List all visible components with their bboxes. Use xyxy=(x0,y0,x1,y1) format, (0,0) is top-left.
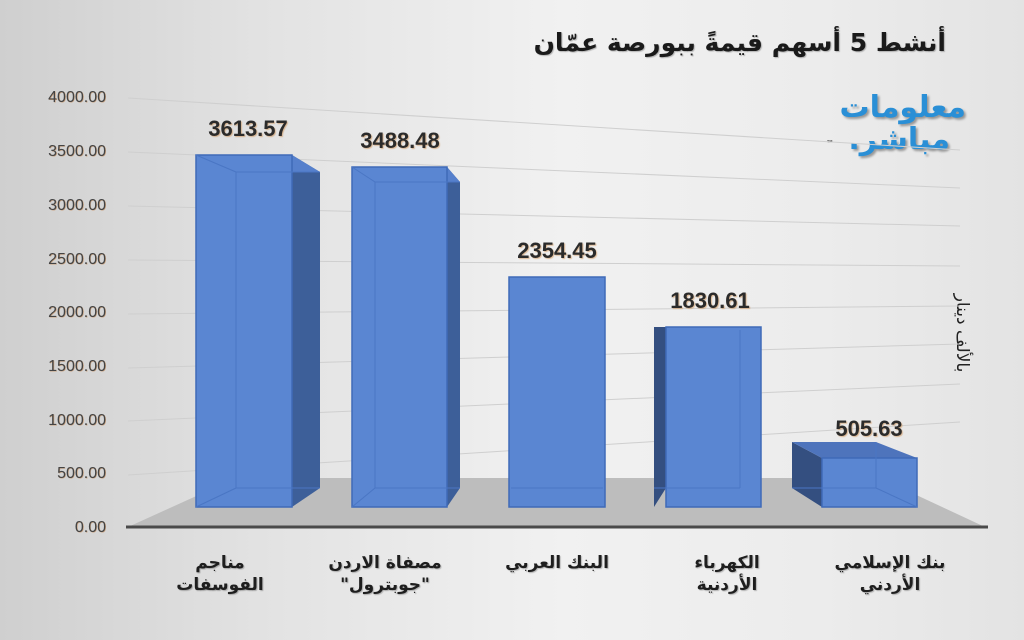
category-label-1: مناجم الفوسفات xyxy=(130,552,310,596)
category-label-2: مصفاة الاردن "جوبترول" xyxy=(295,552,475,596)
bar-2 xyxy=(351,166,460,508)
brand-logo: معلومات مباشر. ™ xyxy=(816,92,966,155)
data-label-bar-2: 3488.48 xyxy=(360,128,440,153)
y-tick: 3500.00 xyxy=(48,143,106,160)
data-label-bar-1: 3613.57 xyxy=(208,116,288,141)
category-line-1: مصفاة الاردن xyxy=(328,553,442,573)
y-tick: 4000.00 xyxy=(48,89,106,106)
data-label-bar-4: 1830.61 xyxy=(670,288,750,313)
logo-line-1: معلومات xyxy=(839,90,966,125)
bar-4 xyxy=(654,326,762,508)
data-label-bar-3: 2354.45 xyxy=(517,238,597,263)
category-line-2: "جوبترول" xyxy=(340,575,430,596)
data-label-bar-5: 505.63 xyxy=(835,416,903,441)
category-label-3: البنك العربي xyxy=(467,552,647,574)
chart-title: أنشط 5 أسهم قيمةً ببورصة عمّان xyxy=(533,28,946,57)
bar-1 xyxy=(195,154,320,508)
category-line-2: الأردنية xyxy=(696,575,758,596)
bar-3 xyxy=(508,276,606,508)
y-tick: 0.00 xyxy=(74,519,106,536)
category-label-5: بنك الإسلامي الأردني xyxy=(800,552,980,596)
logo-line-2: مباشر. xyxy=(848,121,950,157)
y-tick: 1000.00 xyxy=(48,412,106,429)
y-tick: 1500.00 xyxy=(48,358,106,375)
y-tick: 3000.00 xyxy=(48,197,106,214)
category-line-1: الكهرباء xyxy=(694,553,760,573)
bar-5 xyxy=(792,442,918,508)
y-tick: 2500.00 xyxy=(48,251,106,268)
y-tick: 500.00 xyxy=(57,465,106,482)
logo-trademark: ™ xyxy=(826,139,834,148)
category-line-1: مناجم xyxy=(195,553,245,573)
y-tick: 2000.00 xyxy=(48,304,106,321)
category-line-1: البنك العربي xyxy=(505,553,609,573)
category-line-2: الأردني xyxy=(859,575,921,596)
category-line-2: الفوسفات xyxy=(176,575,264,596)
category-line-1: بنك الإسلامي xyxy=(834,553,946,573)
category-label-4: الكهرباء الأردنية xyxy=(637,552,817,596)
